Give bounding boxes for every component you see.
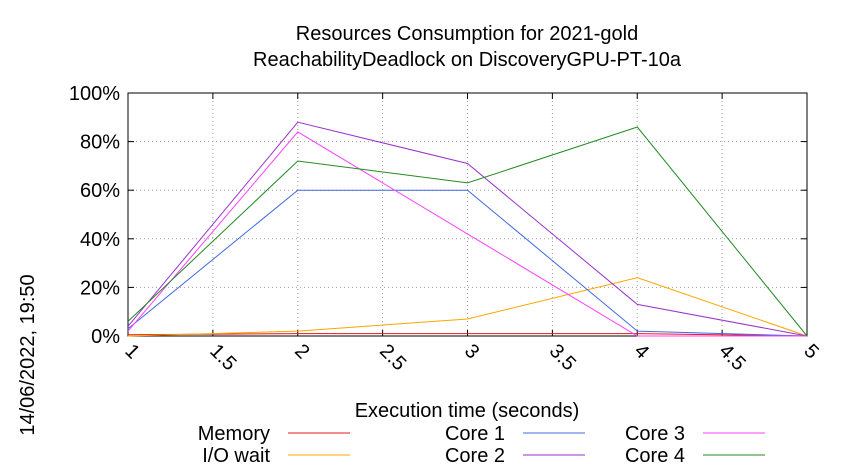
y-tick-label: 40% bbox=[80, 229, 120, 251]
y-tick-label: 80% bbox=[80, 132, 120, 154]
x-tick-label: 2 bbox=[290, 340, 313, 363]
series-line-core-1 bbox=[127, 189, 808, 337]
y-tick-label: 0% bbox=[91, 326, 120, 348]
x-tick-label: 3.5 bbox=[545, 340, 580, 375]
legend-label-i-o-wait: I/O wait bbox=[202, 445, 270, 467]
x-tick-label: 4 bbox=[630, 340, 653, 363]
x-tick-label: 2.5 bbox=[375, 340, 410, 375]
legend-label-memory: Memory bbox=[198, 423, 270, 445]
chart-title-line-1: Resources Consumption for 2021-gold bbox=[296, 23, 638, 45]
series-lines bbox=[127, 121, 808, 337]
x-tick-label: 1 bbox=[120, 340, 143, 363]
y-axis: 0% 20% 40% 60% 80% 100% bbox=[69, 83, 807, 348]
x-tick-label: 4.5 bbox=[715, 340, 750, 375]
x-axis-label: Execution time (seconds) bbox=[355, 400, 580, 422]
timestamp-label: 14/06/2022, 19:50 bbox=[17, 274, 39, 435]
y-tick-label: 100% bbox=[69, 83, 120, 105]
y-tick-label: 60% bbox=[80, 180, 120, 202]
legend-label-core-3: Core 3 bbox=[625, 423, 685, 445]
legend-label-core-1: Core 1 bbox=[445, 423, 505, 445]
series-line-core-3 bbox=[127, 131, 807, 337]
x-tick-label: 3 bbox=[460, 340, 483, 363]
series-line-i-o-wait bbox=[127, 277, 808, 337]
grid-lines bbox=[128, 93, 807, 336]
x-tick-label: 5 bbox=[799, 340, 822, 363]
legend-label-core-4: Core 4 bbox=[625, 445, 685, 467]
series-line-core-4 bbox=[127, 126, 808, 337]
legend-label-core-2: Core 2 bbox=[445, 445, 505, 467]
chart-title-line-2: ReachabilityDeadlock on DiscoveryGPU-PT-… bbox=[253, 49, 682, 71]
y-tick-label: 20% bbox=[80, 277, 120, 299]
series-line-memory bbox=[127, 333, 808, 337]
series-line-core-2 bbox=[127, 121, 808, 337]
x-tick-label: 1.5 bbox=[205, 340, 240, 375]
